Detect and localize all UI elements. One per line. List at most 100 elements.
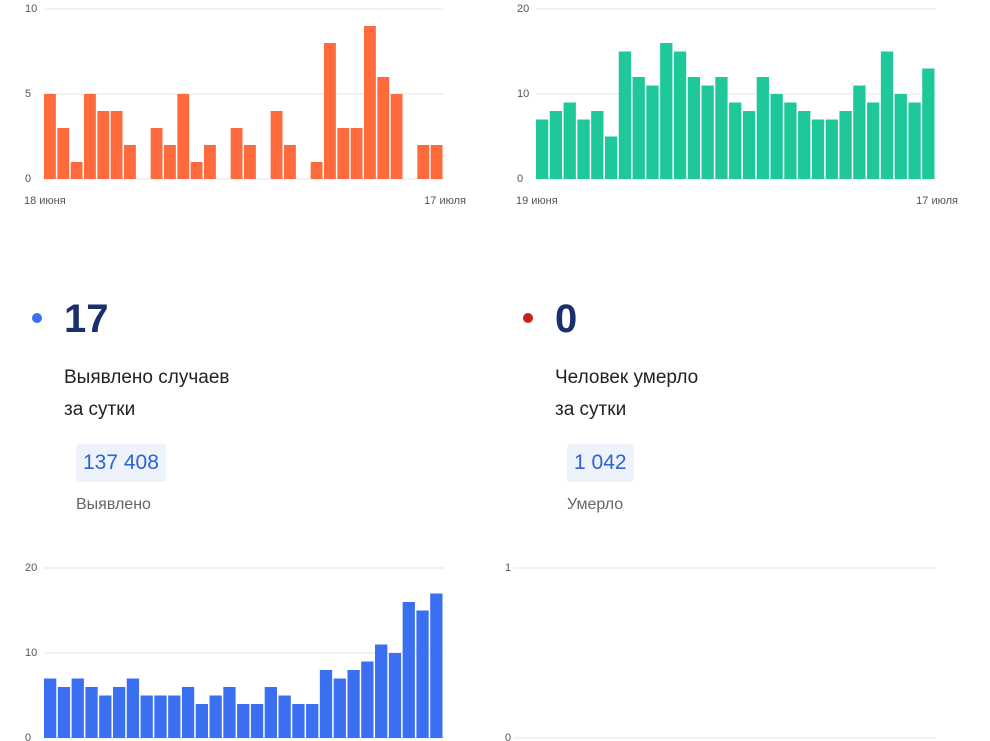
- bar: [306, 704, 319, 738]
- bar: [825, 119, 838, 179]
- bar: [230, 128, 243, 179]
- bar: [715, 77, 728, 179]
- bar: [390, 94, 403, 179]
- bar: [618, 51, 632, 179]
- bar: [264, 687, 277, 738]
- cases-label-line2: за сутки: [64, 399, 136, 420]
- bar: [350, 128, 363, 179]
- bar: [908, 102, 921, 179]
- bar: [604, 136, 618, 179]
- bar: [375, 644, 388, 738]
- bar: [742, 111, 756, 179]
- bar: [154, 695, 167, 738]
- bar: [150, 128, 163, 179]
- bar: [337, 128, 350, 179]
- bar: [237, 704, 250, 738]
- bar: [319, 670, 333, 738]
- bar: [333, 678, 346, 738]
- bar: [811, 119, 825, 179]
- bar: [97, 111, 110, 179]
- bar: [756, 77, 769, 179]
- x-end-label: 17 июля: [424, 195, 466, 207]
- deaths-dot: [523, 313, 533, 323]
- bar: [591, 111, 604, 179]
- deaths-total-label: Умерло: [567, 496, 624, 513]
- bar: [922, 68, 935, 179]
- bar: [880, 51, 894, 179]
- bar: [577, 119, 590, 179]
- y-tick-label: 5: [25, 88, 31, 100]
- y-tick-label: 10: [25, 3, 37, 15]
- cases-label: Выявлено случаев за сутки: [64, 362, 229, 426]
- bar: [85, 687, 98, 738]
- deaths-label-line1: Человек умерло: [555, 367, 699, 388]
- bar: [687, 77, 701, 179]
- y-tick-label: 0: [25, 173, 31, 185]
- bar: [250, 704, 264, 738]
- bar: [798, 111, 811, 179]
- bar: [430, 593, 443, 738]
- deaths-label-line2: за сутки: [555, 399, 627, 420]
- bar: [402, 602, 415, 738]
- bar: [181, 687, 195, 738]
- y-tick-label: 20: [517, 3, 529, 15]
- bar: [177, 94, 190, 179]
- deaths-value: 0: [555, 297, 578, 341]
- bar: [632, 77, 645, 179]
- bar: [209, 695, 222, 738]
- bar: [361, 661, 374, 738]
- y-tick-label: 20: [25, 562, 37, 574]
- bar: [110, 111, 123, 179]
- bar: [770, 94, 783, 179]
- bar: [126, 678, 140, 738]
- bar: [57, 128, 70, 179]
- bar: [417, 145, 430, 179]
- bar: [278, 695, 291, 738]
- bar: [168, 695, 181, 738]
- bar: [839, 111, 852, 179]
- y-tick-label: 1: [505, 562, 511, 574]
- bar: [112, 687, 126, 738]
- bar: [270, 111, 283, 179]
- x-start-label: 19 июня: [516, 195, 558, 207]
- bar: [729, 102, 742, 179]
- y-tick-label: 10: [25, 647, 37, 659]
- bar: [660, 43, 673, 179]
- bar: [84, 94, 96, 179]
- bar: [99, 695, 112, 738]
- bar: [701, 85, 714, 179]
- bar: [784, 102, 797, 179]
- deaths-stat: 0 Человек умерло за сутки 1 042 Умерло: [523, 296, 823, 513]
- cases-total-badge: 137 408: [76, 444, 166, 482]
- bar: [223, 687, 236, 738]
- bar: [140, 695, 153, 738]
- cases-value: 17: [64, 297, 109, 341]
- bar: [563, 102, 576, 179]
- bar: [164, 145, 176, 179]
- deaths-label: Человек умерло за сутки: [555, 362, 698, 426]
- bar: [284, 145, 296, 179]
- bar: [549, 111, 563, 179]
- deaths-total-badge: 1 042: [567, 444, 634, 482]
- bar: [853, 85, 866, 179]
- bar: [646, 85, 659, 179]
- cases-dot: [32, 313, 42, 323]
- bar: [867, 102, 880, 179]
- bar: [124, 145, 136, 179]
- bar: [195, 704, 209, 738]
- bar: [57, 687, 71, 738]
- bar: [190, 162, 203, 179]
- bar: [388, 653, 402, 738]
- y-tick-label: 10: [517, 88, 529, 100]
- bar: [204, 145, 216, 179]
- bar: [71, 678, 84, 738]
- bar: [44, 678, 57, 738]
- cases-stat: 17 Выявлено случаев за сутки 137 408 Выя…: [32, 296, 332, 513]
- x-end-label: 17 июля: [916, 195, 958, 207]
- y-tick-label: 0: [25, 732, 31, 741]
- x-start-label: 18 июня: [24, 195, 66, 207]
